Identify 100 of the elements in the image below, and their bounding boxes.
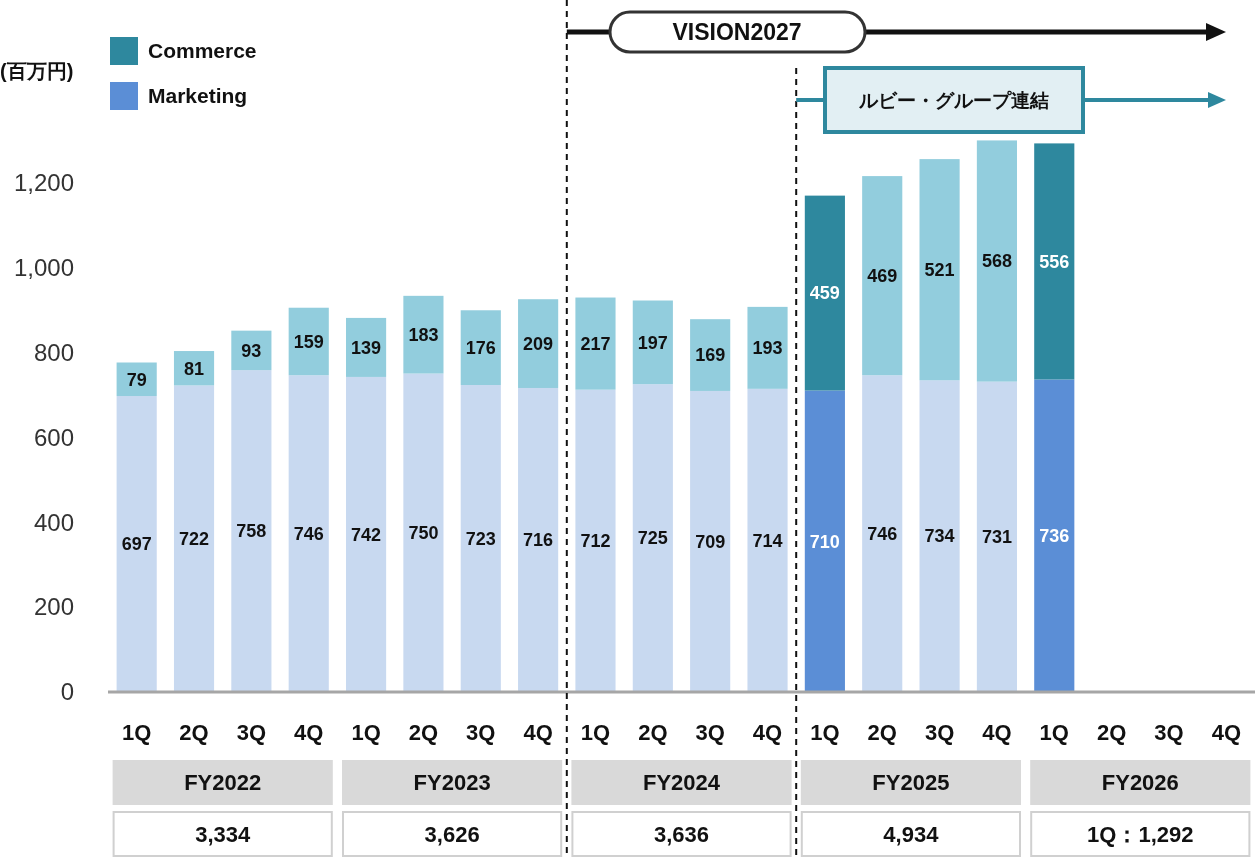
bar: [976, 381, 1017, 692]
bar: [632, 300, 673, 385]
bar: [403, 373, 444, 692]
bar: [919, 159, 960, 381]
bar: [862, 375, 903, 692]
bar: [919, 380, 960, 692]
x-tick-label: 3Q: [1154, 719, 1184, 745]
y-tick-label: 400: [33, 508, 74, 536]
bar: [173, 385, 215, 692]
y-tick-label: 200: [33, 593, 74, 621]
bar: [575, 389, 616, 692]
data-label: 139: [351, 337, 382, 358]
x-tick-label: 2Q: [638, 719, 668, 745]
y-tick-label: 800: [33, 338, 74, 366]
bar: [1034, 143, 1075, 380]
data-label: 176: [465, 337, 496, 358]
bar: [862, 176, 903, 376]
x-tick-label: 3Q: [695, 719, 725, 745]
data-label: 716: [523, 530, 554, 551]
x-tick-label: 1Q: [1039, 719, 1069, 745]
data-label: 217: [580, 333, 611, 354]
legend-label: Commerce: [148, 39, 257, 63]
y-tick-label: 0: [60, 678, 74, 706]
data-label: 697: [121, 534, 152, 555]
x-tick-label: 1Q: [351, 719, 381, 745]
bar: [632, 384, 673, 692]
x-tick-label: 3Q: [236, 719, 267, 745]
text: FY2022: [184, 769, 262, 795]
legend-label: Marketing: [148, 84, 248, 108]
x-tick-label: 4Q: [1211, 719, 1241, 745]
data-label: 746: [867, 523, 898, 544]
data-label: 79: [126, 369, 147, 390]
data-label: 159: [293, 331, 324, 352]
x-tick-label: 3Q: [924, 719, 955, 745]
data-label: 209: [523, 333, 554, 354]
bar: [804, 195, 845, 391]
text: 1Q：1,292: [1087, 821, 1194, 847]
data-label: 742: [351, 524, 382, 545]
text: FY2025: [872, 769, 950, 795]
bar: [1034, 379, 1075, 692]
data-label: 469: [867, 265, 898, 286]
text: FY2023: [413, 769, 491, 795]
bar: [575, 297, 616, 390]
data-label: 183: [408, 324, 439, 345]
y-tick-label: 1,200: [13, 168, 74, 196]
bar: [747, 388, 788, 692]
bar: [346, 376, 387, 692]
data-label: 169: [695, 345, 726, 366]
x-tick-label: 1Q: [122, 719, 152, 745]
data-label: 714: [752, 530, 783, 551]
bar: [403, 295, 444, 374]
bar: [288, 375, 329, 692]
text: FY2026: [1101, 769, 1179, 795]
text: ルビー・グループ連結: [858, 89, 1049, 111]
bar: [518, 299, 559, 388]
x-tick-label: 2Q: [179, 719, 209, 745]
x-tick-label: 4Q: [982, 719, 1012, 745]
text: 3,626: [424, 821, 480, 847]
data-label: 193: [752, 338, 783, 359]
data-label: 93: [241, 340, 262, 361]
x-tick-label: 3Q: [466, 719, 496, 745]
data-label: 709: [695, 531, 726, 552]
data-label: 723: [465, 528, 496, 549]
bar: [804, 390, 845, 692]
x-tick-label: 4Q: [752, 719, 783, 745]
data-label: 521: [924, 260, 955, 281]
bar: [747, 306, 788, 389]
text: FY2024: [642, 769, 721, 795]
data-label: 459: [809, 283, 840, 304]
bar: [460, 310, 501, 385]
text: 3,636: [653, 821, 710, 847]
data-label: 725: [637, 528, 668, 549]
data-label: 750: [408, 523, 439, 544]
data-label: 731: [981, 527, 1012, 548]
data-label: 758: [236, 521, 267, 542]
bar: [976, 140, 1017, 382]
bar: [518, 387, 559, 692]
bar: [690, 319, 731, 391]
x-tick-label: 1Q: [580, 719, 611, 745]
text: 3,334: [195, 821, 251, 847]
data-label: 81: [184, 358, 205, 379]
data-label: 734: [924, 526, 955, 547]
data-label: 710: [809, 531, 840, 552]
data-label: 568: [981, 251, 1012, 272]
y-tick-label: 600: [33, 423, 74, 451]
y-tick-label: 1,000: [13, 253, 74, 281]
bar: [231, 370, 272, 692]
data-label: 722: [179, 529, 210, 550]
x-tick-label: 4Q: [523, 719, 553, 745]
data-label: 197: [637, 332, 668, 353]
x-tick-label: 1Q: [810, 719, 840, 745]
data-label: 712: [580, 531, 611, 552]
x-tick-label: 2Q: [867, 719, 897, 745]
data-label: 556: [1039, 251, 1070, 272]
data-label: 736: [1039, 526, 1070, 547]
x-tick-label: 2Q: [1096, 719, 1127, 745]
text: VISION2027: [672, 19, 802, 46]
bar: [116, 396, 157, 692]
text: 4,934: [883, 821, 940, 847]
data-label: 746: [293, 523, 324, 544]
